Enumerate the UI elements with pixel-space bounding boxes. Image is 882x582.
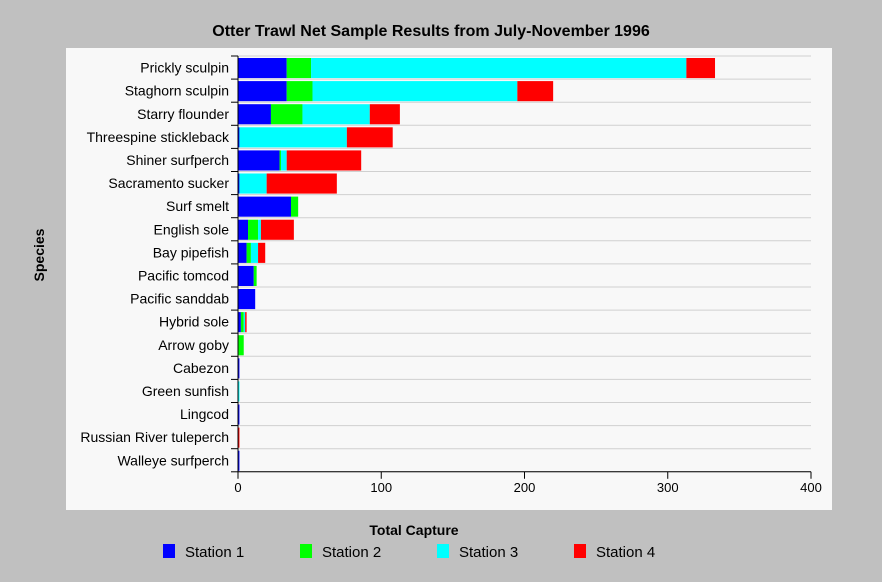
bar-station-4 — [266, 173, 337, 194]
bar-station-4 — [286, 150, 362, 171]
category-label: Arrow goby — [158, 337, 229, 353]
category-label: Prickly sculpin — [140, 60, 229, 76]
bar-station-3 — [280, 150, 287, 171]
bar-station-3 — [243, 312, 246, 333]
legend-swatch — [574, 544, 586, 558]
bar-station-4 — [245, 312, 247, 333]
axes — [231, 55, 812, 479]
bar-station-4 — [258, 242, 266, 263]
bar-station-4 — [260, 219, 294, 240]
category-label: Staghorn sculpin — [125, 83, 229, 99]
chart-title: Otter Trawl Net Sample Results from July… — [212, 23, 650, 40]
legend-item-station-3: Station 3 — [437, 544, 518, 561]
bar-station-3 — [250, 242, 259, 263]
x-tick-label: 400 — [800, 480, 822, 495]
bar-station-2 — [270, 104, 303, 125]
bar-station-2 — [238, 335, 244, 356]
category-label: Cabezon — [173, 360, 229, 376]
bar-station-3 — [258, 219, 261, 240]
bar-station-2 — [286, 81, 313, 102]
bars — [238, 58, 716, 471]
bar-station-2 — [248, 219, 259, 240]
bar-station-1 — [238, 312, 241, 333]
category-label: Green sunfish — [142, 383, 229, 399]
bar-station-1 — [238, 196, 292, 217]
bar-station-4 — [369, 104, 400, 125]
category-label: English sole — [154, 221, 230, 237]
legend: Station 1 Station 2 Station 3 Station 4 — [163, 544, 655, 561]
legend-label: Station 4 — [596, 544, 655, 561]
bar-station-4 — [686, 58, 716, 79]
bar-station-2 — [240, 312, 244, 333]
category-label: Starry flounder — [137, 106, 229, 122]
bar-station-3 — [311, 58, 687, 79]
legend-swatch — [300, 544, 312, 558]
bar-station-1 — [238, 404, 240, 425]
bar-station-1 — [238, 242, 247, 263]
bar-station-1 — [238, 450, 240, 471]
x-tick-labels: 0 100 200 300 400 — [234, 480, 821, 495]
category-label: Surf smelt — [166, 198, 229, 214]
bar-station-1 — [238, 81, 287, 102]
category-label: Pacific tomcod — [138, 267, 229, 283]
x-tick-label: 100 — [370, 480, 392, 495]
bar-station-2 — [291, 196, 299, 217]
legend-swatch — [163, 544, 175, 558]
bar-station-1 — [238, 104, 271, 125]
bar-station-3 — [238, 381, 240, 402]
bar-station-1 — [238, 265, 254, 286]
category-label: Bay pipefish — [153, 244, 229, 260]
bar-station-3 — [312, 81, 518, 102]
bar-station-1 — [238, 58, 287, 79]
legend-item-station-1: Station 1 — [163, 544, 244, 561]
bar-station-1 — [238, 127, 240, 148]
bar-station-2 — [246, 242, 251, 263]
bar-station-2 — [279, 150, 281, 171]
category-label: Russian River tuleperch — [80, 429, 229, 445]
category-label: Lingcod — [180, 406, 229, 422]
legend-item-station-4: Station 4 — [574, 544, 655, 561]
category-label: Walleye surfperch — [117, 452, 229, 468]
x-tick-label: 0 — [234, 480, 241, 495]
legend-item-station-2: Station 2 — [300, 544, 381, 561]
category-label: Sacramento sucker — [108, 175, 229, 191]
bar-station-1 — [238, 289, 256, 310]
bar-station-1 — [238, 150, 280, 171]
x-tick-label: 300 — [657, 480, 679, 495]
legend-label: Station 3 — [459, 544, 518, 561]
bar-station-1 — [238, 219, 249, 240]
bar-station-1 — [238, 358, 240, 379]
bar-station-4 — [517, 81, 554, 102]
bar-station-3 — [239, 173, 267, 194]
category-label: Threespine stickleback — [87, 129, 230, 145]
bar-station-4 — [238, 427, 240, 448]
bar-station-2 — [253, 265, 257, 286]
category-label: Hybrid sole — [159, 314, 229, 330]
legend-swatch — [437, 544, 449, 558]
category-label: Pacific sanddab — [130, 291, 229, 307]
bar-station-3 — [239, 127, 347, 148]
bar-station-4 — [346, 127, 393, 148]
y-axis-label: Species — [31, 228, 47, 281]
bar-station-2 — [286, 58, 312, 79]
bar-station-3 — [302, 104, 370, 125]
legend-label: Station 2 — [322, 544, 381, 561]
x-axis-label: Total Capture — [369, 522, 458, 538]
bar-station-1 — [238, 173, 240, 194]
legend-label: Station 1 — [185, 544, 244, 561]
category-label: Shiner surfperch — [126, 152, 229, 168]
x-tick-label: 200 — [514, 480, 536, 495]
category-labels: Prickly sculpin Staghorn sculpin Starry fl… — [80, 60, 230, 469]
